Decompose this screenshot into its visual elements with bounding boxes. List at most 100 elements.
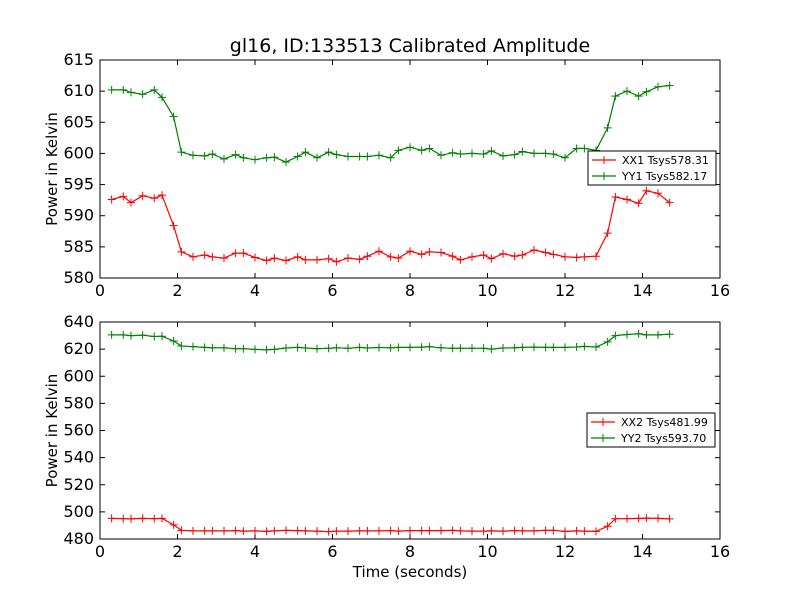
data-point (189, 252, 197, 261)
data-point (634, 199, 643, 208)
data-point (344, 254, 352, 263)
data-point (208, 343, 217, 352)
data-point (324, 254, 333, 263)
data-point (479, 150, 488, 159)
data-point (231, 344, 240, 353)
data-point (437, 526, 445, 535)
y-tick-label: 580 (63, 393, 94, 412)
x-tick-label: 6 (327, 542, 337, 561)
x-tick-label: 12 (555, 542, 575, 561)
legend-box (587, 150, 717, 186)
data-point (208, 526, 217, 535)
data-point (654, 514, 662, 523)
data-point (580, 252, 589, 261)
legend-marker (600, 172, 608, 180)
data-point (119, 192, 128, 201)
data-point (530, 526, 538, 535)
data-point (394, 527, 403, 536)
y-tick-label: 500 (63, 502, 94, 521)
data-point (541, 343, 550, 352)
data-point (592, 252, 600, 261)
data-point (344, 152, 352, 161)
data-point (251, 345, 259, 354)
data-point (293, 526, 302, 535)
data-point (654, 330, 662, 339)
x-tick-label: 10 (477, 281, 497, 300)
data-point (518, 526, 527, 535)
data-point (177, 342, 186, 351)
data-point (394, 146, 403, 155)
data-point (448, 252, 457, 261)
y-tick-label: 600 (63, 366, 94, 385)
data-point (270, 526, 279, 535)
data-point (324, 148, 333, 157)
x-axis-label: Time (seconds) (352, 563, 468, 581)
data-point (169, 520, 178, 529)
data-point (150, 514, 159, 523)
data-point (138, 514, 147, 523)
y-tick-label: 615 (63, 50, 94, 69)
data-point (138, 191, 147, 200)
data-point (138, 331, 147, 340)
data-point (479, 527, 488, 536)
data-point (138, 90, 147, 99)
y-axis-label: Power in Kelvin (43, 112, 61, 226)
data-point (251, 155, 259, 164)
data-point (487, 345, 496, 354)
data-point (425, 247, 434, 256)
legend-label: YY1 Tsys582.17 (621, 170, 707, 183)
data-point (293, 152, 302, 161)
data-point (127, 198, 135, 207)
data-point (220, 254, 228, 263)
data-point (549, 150, 558, 159)
data-point (344, 527, 352, 536)
data-point (406, 247, 414, 256)
data-point (634, 329, 643, 338)
data-point (456, 255, 465, 264)
data-point (107, 514, 116, 523)
data-point (386, 526, 395, 535)
data-point (375, 343, 383, 352)
data-point (541, 526, 550, 535)
data-point (611, 331, 620, 340)
data-point (623, 195, 631, 204)
data-point (549, 526, 558, 535)
data-point (561, 527, 569, 536)
data-point (611, 193, 620, 202)
x-tick-label: 10 (477, 542, 497, 561)
x-tick-label: 16 (710, 542, 730, 561)
data-point (603, 337, 612, 346)
legend-marker (599, 434, 607, 442)
y-tick-label: 585 (63, 237, 94, 256)
data-point (487, 146, 496, 155)
data-point (530, 149, 538, 158)
data-point (561, 343, 569, 352)
legend-marker (599, 418, 607, 426)
data-point (119, 85, 128, 94)
data-point (561, 252, 569, 261)
data-point (119, 330, 128, 339)
data-point (332, 343, 341, 352)
data-point (158, 332, 166, 341)
data-point (332, 257, 341, 266)
data-point (313, 153, 321, 162)
data-point (611, 92, 620, 101)
data-point (510, 150, 519, 159)
y-tick-label: 610 (63, 81, 94, 100)
data-point (293, 343, 302, 352)
data-point (623, 514, 631, 523)
data-point (549, 343, 558, 352)
data-point (386, 343, 395, 352)
x-tick-label: 4 (250, 542, 260, 561)
data-point (324, 344, 333, 353)
x-tick-label: 4 (250, 281, 260, 300)
data-point (231, 249, 240, 258)
data-point (301, 255, 310, 264)
data-point (518, 343, 527, 352)
data-point (541, 248, 550, 257)
data-point (239, 344, 248, 353)
data-point (572, 526, 581, 535)
data-point (127, 88, 135, 97)
data-point (580, 144, 589, 153)
